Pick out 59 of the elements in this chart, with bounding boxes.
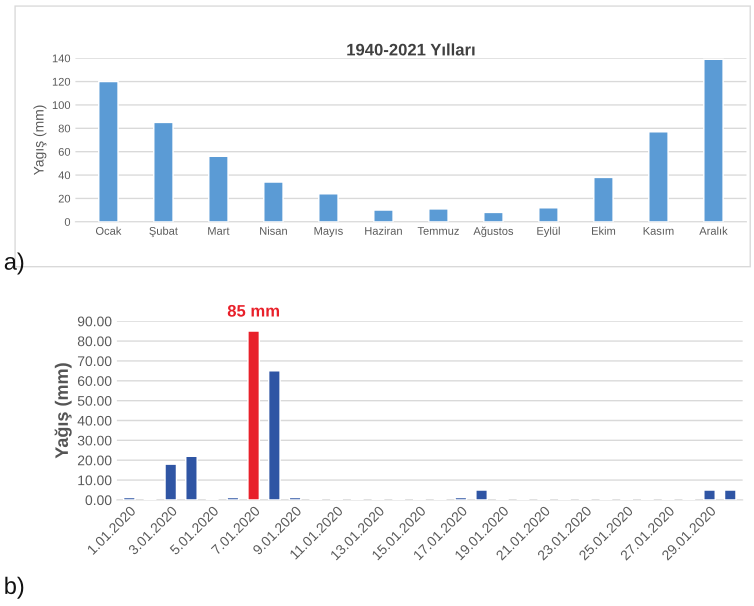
chart-title: 1940-2021 Yılları <box>347 43 474 56</box>
x-tick-label: Nisan <box>260 226 287 235</box>
bar <box>538 207 559 222</box>
x-tick-label: Mayıs <box>314 227 343 238</box>
bar <box>703 489 716 500</box>
bar <box>263 181 284 222</box>
x-tick-label: Ocak <box>96 226 122 235</box>
x-tick-label: Kasım <box>644 227 674 235</box>
y-tick-label: 70.00 <box>78 356 112 366</box>
bar <box>122 496 136 500</box>
y-tick-label: 60 <box>58 148 70 156</box>
bar <box>98 80 119 222</box>
x-tick-label: Ekim <box>592 226 616 235</box>
y-tick-label: 80 <box>58 124 70 132</box>
bar <box>475 489 488 500</box>
y-tick-label: 20 <box>58 194 70 203</box>
bar <box>454 496 468 500</box>
y-axis-title: Yagış (mm) <box>33 105 46 176</box>
y-tick-label: 140 <box>52 54 70 62</box>
y-tick-label: 60.00 <box>78 376 112 386</box>
x-tick-label: Mart <box>208 227 230 235</box>
bar <box>373 209 394 222</box>
y-tick-label: 0 <box>64 218 70 226</box>
bar <box>288 496 302 500</box>
bar <box>226 496 240 500</box>
x-tick-label: Haziran <box>365 226 402 235</box>
bar <box>185 456 198 500</box>
bar <box>208 156 229 222</box>
bar <box>703 58 724 222</box>
bar <box>247 330 260 500</box>
bar <box>428 208 449 222</box>
text: b) <box>5 576 24 599</box>
y-tick-label: 20.00 <box>78 456 112 466</box>
y-axis-title: Yağış (mm) <box>54 363 72 458</box>
bar <box>483 212 504 222</box>
bar <box>648 131 669 222</box>
bar <box>268 370 281 500</box>
y-tick-label: 40.00 <box>78 416 112 426</box>
bar <box>153 122 174 222</box>
y-tick-label: 80.00 <box>78 336 112 346</box>
data-label: 85 mm <box>228 304 280 317</box>
x-tick-label: Aralık <box>699 226 728 235</box>
text: a) <box>4 252 24 275</box>
bar <box>318 193 339 222</box>
bar <box>593 176 614 222</box>
y-tick-label: 90.00 <box>78 316 112 326</box>
y-tick-label: 100 <box>52 101 70 110</box>
y-tick-label: 0.00 <box>86 495 112 506</box>
y-tick-label: 40 <box>58 171 70 180</box>
y-tick-label: 30.00 <box>78 436 112 446</box>
bar <box>724 489 737 500</box>
y-tick-label: 10.00 <box>78 475 112 486</box>
x-tick-label: Ağustos <box>473 226 514 238</box>
bar <box>164 464 178 500</box>
x-tick-label: Eylül <box>537 226 560 238</box>
y-tick-label: 50.00 <box>78 396 112 406</box>
x-tick-label: Temmuz <box>418 227 459 235</box>
y-tick-label: 120 <box>52 78 70 86</box>
x-tick-label: Şubat <box>149 226 178 238</box>
